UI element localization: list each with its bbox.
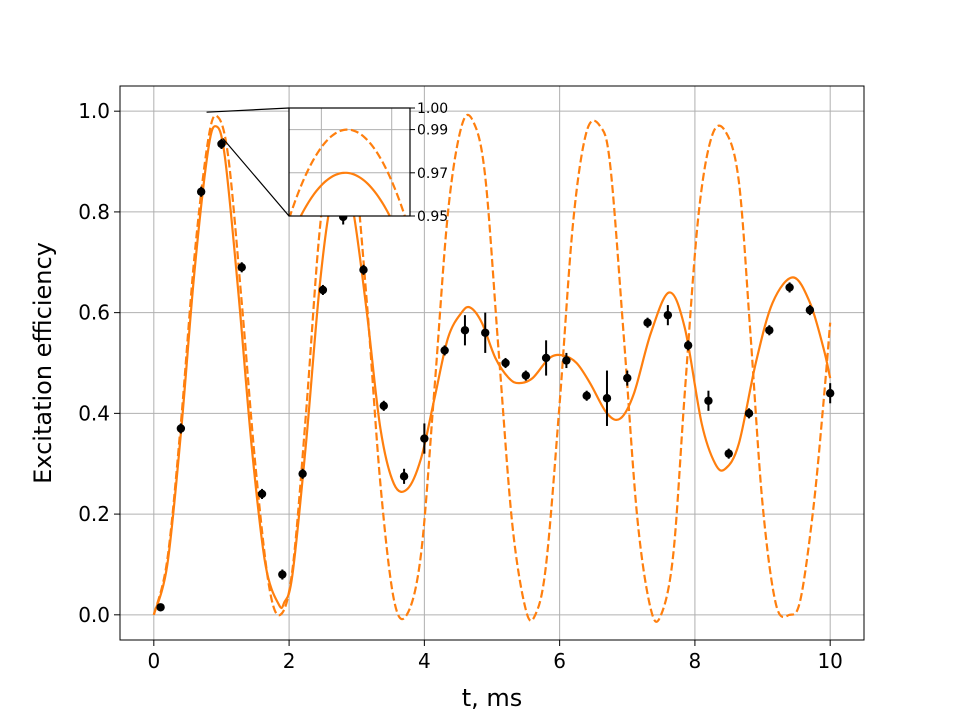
x-tick-label: 4 <box>418 649 431 673</box>
data-point <box>257 489 267 499</box>
data-point <box>744 409 754 418</box>
inset-y-tick-label: 1.00 <box>417 101 448 117</box>
data-point <box>683 341 693 350</box>
x-axis-ticks: 0 2 4 6 8 10 <box>147 640 843 673</box>
y-tick-label: 0.0 <box>78 603 110 627</box>
solid-curve <box>152 125 832 616</box>
data-point <box>582 391 591 400</box>
data-point <box>521 371 531 380</box>
y-tick-label: 0.8 <box>78 200 110 224</box>
y-tick-label: 1.0 <box>78 99 110 123</box>
inset-frame <box>288 107 411 217</box>
data-point <box>663 310 673 320</box>
y-axis-ticks: 0.0 0.2 0.4 0.6 0.8 1.0 <box>78 99 120 627</box>
data-point <box>765 326 774 335</box>
data-point <box>481 328 490 337</box>
data-point <box>176 424 186 433</box>
y-axis-label: Excitation efficiency <box>29 242 57 484</box>
data-point <box>724 449 733 458</box>
data-point <box>156 603 165 612</box>
data-point <box>379 401 388 411</box>
inset-y-tick-label: 0.97 <box>417 166 448 182</box>
data-point <box>278 570 287 579</box>
inset-connector-top <box>206 107 290 113</box>
data-point <box>805 305 815 315</box>
data-point <box>460 326 470 335</box>
data-point <box>602 394 612 403</box>
x-tick-label: 10 <box>817 649 842 673</box>
data-point <box>359 265 368 275</box>
data-point <box>420 434 429 443</box>
data-point <box>825 389 835 398</box>
inset-y-tick-label: 0.95 <box>417 209 448 225</box>
x-axis-label: t, ms <box>462 684 523 712</box>
inset-background <box>289 108 410 216</box>
data-point <box>704 396 713 405</box>
data-point <box>541 353 551 363</box>
data-point <box>298 469 307 478</box>
plot-frame <box>119 85 865 641</box>
x-tick-label: 6 <box>553 649 566 673</box>
x-tick-label: 2 <box>283 649 296 673</box>
data-point <box>399 472 409 481</box>
data-point <box>440 346 449 355</box>
data-point <box>643 318 652 327</box>
x-tick-label: 8 <box>689 649 702 673</box>
data-point <box>237 263 246 272</box>
data-points <box>156 138 835 612</box>
data-point <box>623 373 632 383</box>
y-tick-label: 0.2 <box>78 502 110 526</box>
zoom-inset: 0.95 0.97 0.99 1.00 <box>206 101 448 225</box>
data-point <box>318 285 328 295</box>
data-point <box>501 358 510 368</box>
data-point <box>196 187 206 196</box>
inset-y-tick-label: 0.99 <box>417 123 448 139</box>
main-grid <box>120 86 864 640</box>
data-point <box>217 139 226 149</box>
curves <box>152 113 832 623</box>
inset-dashed-curve <box>289 128 406 216</box>
y-tick-label: 0.4 <box>78 401 110 425</box>
x-tick-label: 0 <box>147 649 160 673</box>
inset-connector-bottom <box>222 137 290 217</box>
data-point <box>785 283 794 292</box>
data-point <box>562 356 571 365</box>
y-tick-label: 0.6 <box>78 301 110 325</box>
